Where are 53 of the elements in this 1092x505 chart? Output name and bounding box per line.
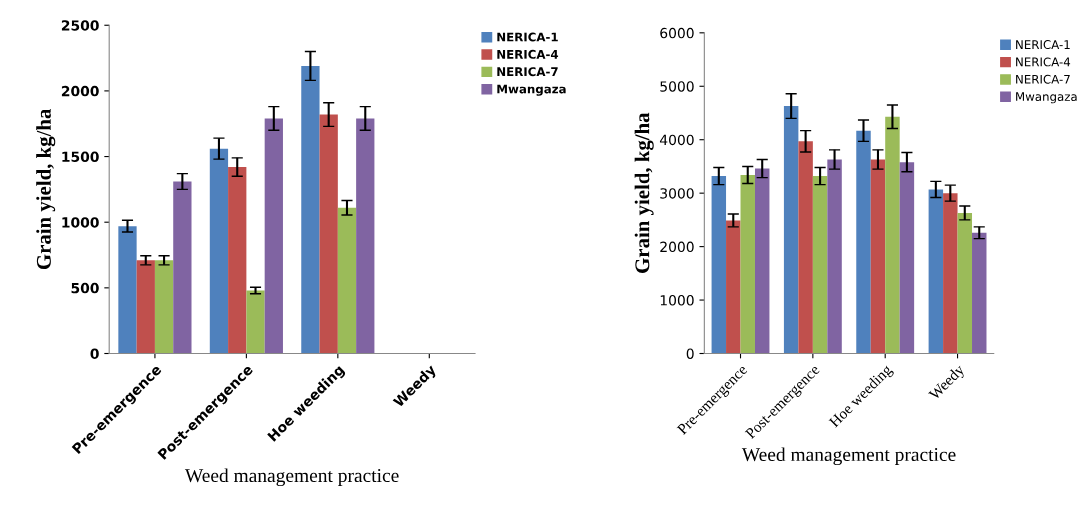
y-tick-label: 0	[686, 348, 694, 359]
y-tick-label: 2000	[660, 241, 694, 253]
y-tick-label: 4000	[659, 134, 694, 146]
y-tick-label: 5000	[660, 81, 694, 92]
legend-label: NERICA-1	[1016, 40, 1070, 50]
bar	[711, 176, 727, 354]
bar	[783, 106, 799, 354]
y-tick-label: 1000	[660, 295, 694, 306]
x-axis-title: Weed management practice	[184, 468, 399, 487]
legend-label: NERICA-4	[1016, 57, 1071, 67]
bar	[885, 116, 900, 354]
legend-label: Mwangaza	[497, 84, 566, 96]
bar	[957, 212, 973, 354]
bar	[337, 207, 357, 354]
legend-label: NERICA-7	[1016, 74, 1070, 84]
legend-label: NERICA-7	[497, 67, 558, 77]
bar	[136, 260, 155, 354]
y-tick-label: 3000	[660, 188, 694, 199]
y-tick-label: 1500	[62, 151, 99, 163]
legend-label: NERICA-1	[497, 32, 558, 42]
y-tick-label: 0	[90, 348, 99, 359]
bar	[972, 232, 987, 354]
bar	[899, 162, 915, 354]
bar	[928, 189, 944, 354]
x-axis-title: Weed management practice	[741, 447, 956, 466]
bar	[870, 159, 886, 354]
bar	[246, 290, 265, 354]
y-tick-label: 500	[71, 282, 99, 294]
bar	[754, 168, 770, 354]
bar	[827, 159, 842, 354]
y-tick-label: 2000	[61, 85, 99, 97]
bar	[173, 181, 192, 354]
bar	[118, 226, 137, 354]
bar	[301, 65, 320, 354]
bar	[798, 141, 813, 354]
y-tick-label: 2500	[61, 20, 99, 31]
y-tick-label: 6000	[660, 27, 694, 39]
bar	[228, 167, 247, 354]
bar	[943, 193, 958, 354]
y-axis-title: Grain yield, kg/ha	[36, 108, 56, 270]
bar	[319, 114, 338, 354]
bar	[356, 118, 375, 354]
bar	[740, 174, 755, 354]
legend-label: Mwangaza	[1016, 92, 1077, 104]
y-tick-label: 1000	[62, 217, 99, 228]
legend-label: NERICA-4	[497, 49, 559, 59]
bar	[856, 130, 871, 354]
bar	[209, 148, 229, 354]
bar	[726, 220, 741, 354]
bar	[812, 176, 828, 354]
y-axis-title: Grain yield, kg/ha	[634, 112, 654, 273]
bar	[264, 118, 283, 354]
bar	[154, 260, 174, 354]
